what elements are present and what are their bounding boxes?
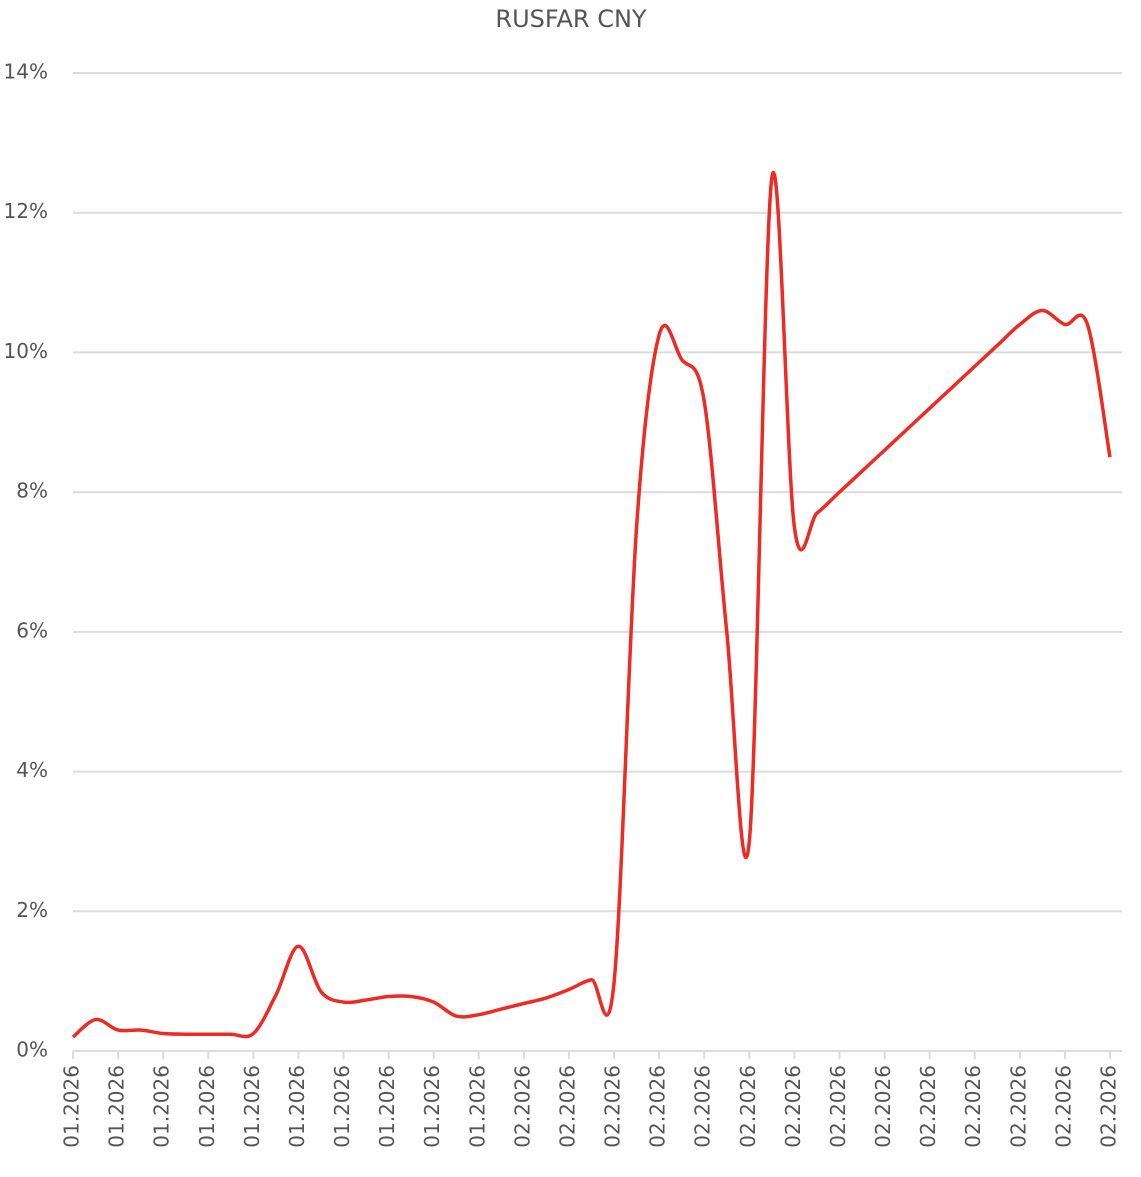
x-tick-label: 02.2026 bbox=[736, 1065, 760, 1148]
y-tick-label: 2% bbox=[16, 898, 48, 922]
x-tick-label: 02.2026 bbox=[916, 1065, 940, 1148]
x-tick-label: 02.2026 bbox=[1006, 1065, 1030, 1148]
data-line bbox=[71, 171, 1112, 1039]
y-tick-label: 4% bbox=[16, 758, 48, 782]
x-tick-label: 01.2026 bbox=[60, 1065, 84, 1148]
y-tick-label: 10% bbox=[4, 339, 48, 363]
x-tick-label: 01.2026 bbox=[420, 1065, 444, 1148]
x-tick-label: 01.2026 bbox=[105, 1065, 129, 1148]
x-tick-label: 01.2026 bbox=[195, 1065, 219, 1148]
y-tick-label: 14% bbox=[4, 60, 48, 84]
x-tick-label: 02.2026 bbox=[1097, 1065, 1121, 1148]
x-tick-label: 02.2026 bbox=[871, 1065, 895, 1148]
x-tick-label: 01.2026 bbox=[285, 1065, 309, 1148]
chart-title: RUSFAR CNY bbox=[495, 5, 647, 33]
x-tick-label: 01.2026 bbox=[375, 1065, 399, 1148]
y-tick-label: 8% bbox=[16, 479, 48, 503]
x-tick-label: 02.2026 bbox=[826, 1065, 850, 1148]
x-tick-label: 02.2026 bbox=[1051, 1065, 1075, 1148]
x-tick-label: 01.2026 bbox=[240, 1065, 264, 1148]
x-tick-label: 01.2026 bbox=[150, 1065, 174, 1148]
x-tick-label: 02.2026 bbox=[691, 1065, 715, 1148]
y-tick-label: 0% bbox=[16, 1038, 48, 1062]
y-tick-label: 12% bbox=[4, 199, 48, 223]
x-tick-label: 01.2026 bbox=[465, 1065, 489, 1148]
x-tick-label: 02.2026 bbox=[510, 1065, 534, 1148]
x-tick-label: 02.2026 bbox=[555, 1065, 579, 1148]
x-tick-label: 01.2026 bbox=[330, 1065, 354, 1148]
x-tick-label: 02.2026 bbox=[781, 1065, 805, 1148]
y-tick-label: 6% bbox=[16, 618, 48, 642]
x-tick-label: 02.2026 bbox=[601, 1065, 625, 1148]
x-tick-label: 02.2026 bbox=[646, 1065, 670, 1148]
x-tick-label: 02.2026 bbox=[961, 1065, 985, 1148]
